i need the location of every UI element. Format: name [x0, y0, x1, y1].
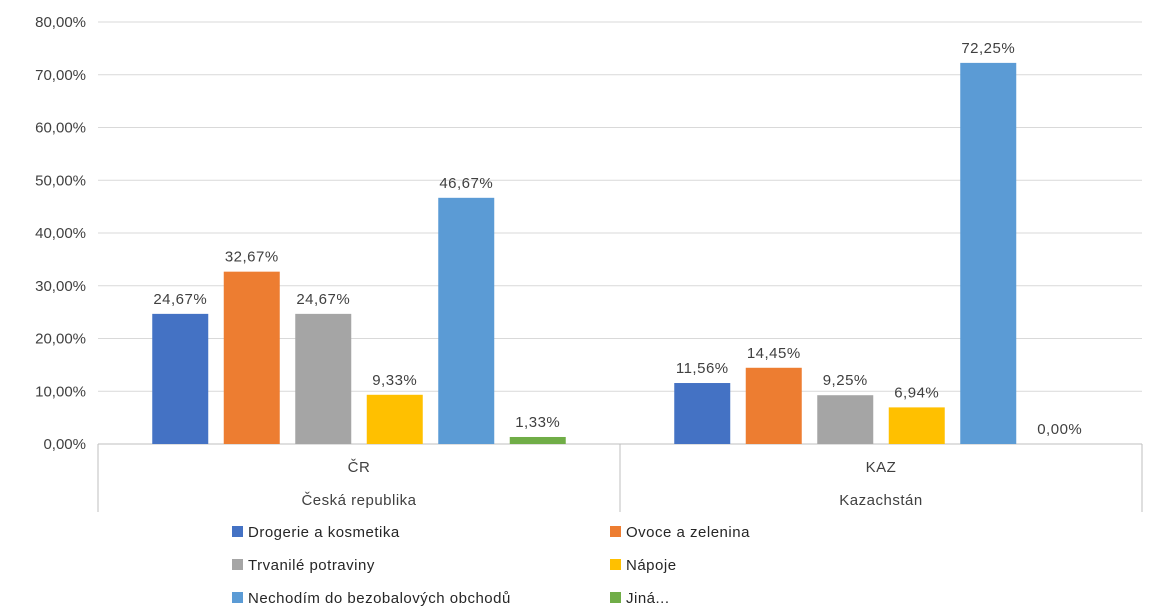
y-tick-label: 50,00% — [35, 172, 86, 189]
data-label: 0,00% — [1037, 421, 1082, 438]
bar — [438, 197, 495, 444]
category-label: ČR — [348, 459, 371, 476]
data-label: 9,33% — [372, 372, 417, 389]
bars — [152, 62, 1017, 444]
bar — [960, 62, 1017, 444]
legend-swatch — [610, 592, 621, 603]
y-tick-label: 0,00% — [43, 436, 86, 453]
legend-swatch — [232, 559, 243, 570]
legend-swatch — [232, 592, 243, 603]
data-label: 32,67% — [225, 249, 279, 266]
data-label: 24,67% — [153, 291, 207, 308]
bar — [674, 383, 731, 444]
legend-label: Trvanilé potraviny — [248, 557, 375, 574]
y-tick-label: 40,00% — [35, 225, 86, 242]
y-tick-label: 70,00% — [35, 67, 86, 84]
data-label: 14,45% — [747, 345, 801, 362]
y-tick-label: 10,00% — [35, 383, 86, 400]
category-label: KAZ — [866, 459, 897, 476]
legend-swatch — [610, 526, 621, 537]
data-label: 24,67% — [296, 291, 350, 308]
data-label: 6,94% — [894, 384, 939, 401]
data-label: 72,25% — [961, 40, 1015, 57]
x-axis: ČR Česká republika KAZ Kazachstán — [97, 444, 1143, 512]
y-axis-ticks: 0,00% 10,00% 20,00% 30,00% 40,00% 50,00% 60,00… — [35, 14, 86, 453]
bar — [366, 394, 423, 444]
legend-swatch — [232, 526, 243, 537]
legend: Drogerie a kosmetika Ovoce a zelenina Trva… — [232, 524, 750, 607]
y-tick-label: 60,00% — [35, 120, 86, 137]
bar — [745, 367, 802, 444]
data-label: 1,33% — [515, 414, 560, 431]
bar — [509, 436, 566, 444]
data-label: 46,67% — [439, 175, 493, 192]
y-tick-label: 80,00% — [35, 14, 86, 31]
legend-label: Jiná... — [626, 590, 670, 607]
bar — [152, 313, 209, 444]
group-label: Česká republika — [301, 492, 416, 509]
y-tick-label: 20,00% — [35, 331, 86, 348]
bar — [888, 407, 945, 444]
bar — [817, 395, 874, 444]
data-labels: 24,67% 32,67% 24,67% 9,33% 46,67% 1,33% 11,56%… — [153, 40, 1082, 438]
legend-label: Nápoje — [626, 557, 677, 574]
legend-label: Nechodím do bezobalových obchodů — [248, 590, 511, 607]
legend-label: Ovoce a zelenina — [626, 524, 750, 541]
y-tick-label: 30,00% — [35, 278, 86, 295]
bar — [295, 313, 352, 444]
group-label: Kazachstán — [839, 492, 922, 509]
legend-swatch — [610, 559, 621, 570]
bar — [223, 271, 280, 444]
data-label: 11,56% — [676, 360, 729, 377]
legend-label: Drogerie a kosmetika — [248, 524, 400, 541]
data-label: 9,25% — [823, 372, 868, 389]
